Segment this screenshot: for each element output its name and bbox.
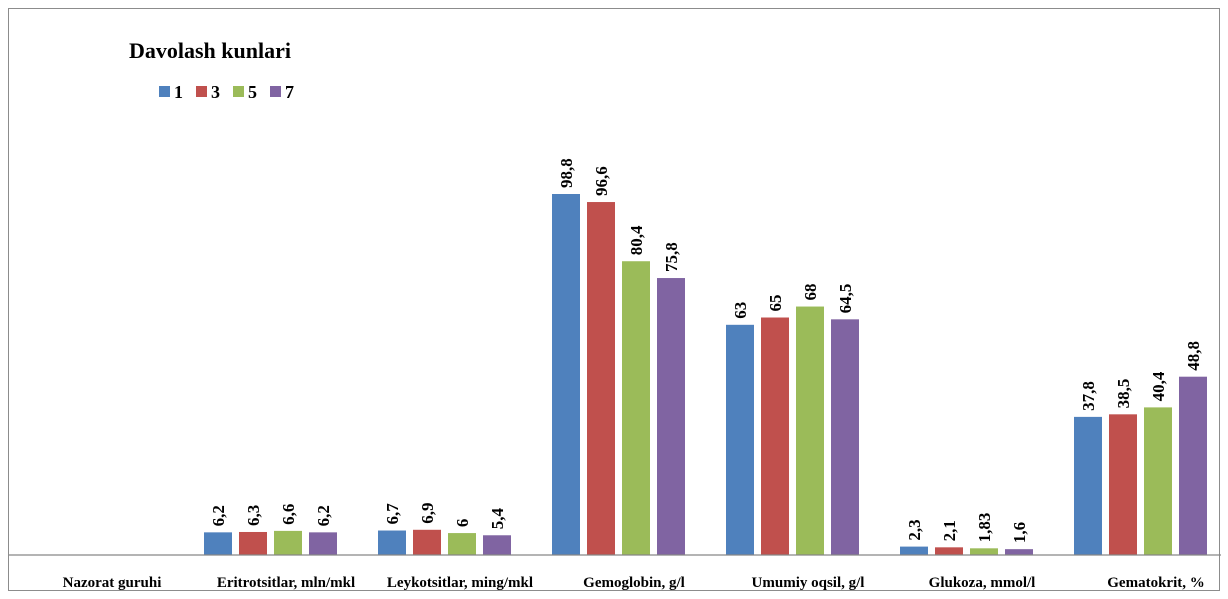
data-label: 6,2 — [314, 505, 333, 526]
category-labels-layer: Nazorat guruhi Eritrotsitlar, mln/mkl Leyk… — [63, 575, 1205, 591]
data-label: 40,4 — [1149, 371, 1168, 401]
legend-entry: 1 — [174, 82, 183, 102]
bar-series-1 — [378, 530, 406, 555]
bar-series-5 — [796, 306, 824, 555]
legend: Davolash kunlari 1 3 5 7 — [129, 38, 294, 102]
bar-series-5 — [970, 548, 998, 555]
bar-series-7 — [1005, 549, 1033, 555]
bar-series-5 — [622, 261, 650, 555]
bar-series-3 — [935, 547, 963, 555]
data-label: 96,6 — [592, 166, 611, 196]
bar-series-7 — [483, 535, 511, 555]
bar-series-1 — [1074, 416, 1102, 555]
legend-swatch-1 — [159, 86, 170, 97]
legend-entry: 3 — [211, 82, 220, 102]
data-label: 6,9 — [418, 503, 437, 524]
bar-series-1 — [552, 194, 580, 555]
bar-series-1 — [204, 532, 232, 555]
category-label: Gematokrit, % — [1107, 575, 1204, 591]
bar-series-3 — [761, 317, 789, 555]
data-label: 80,4 — [627, 225, 646, 255]
data-label: 98,8 — [557, 158, 576, 188]
data-label: 65 — [766, 295, 785, 312]
data-label: 63 — [731, 302, 750, 319]
data-label: 68 — [801, 284, 820, 301]
data-label: 38,5 — [1114, 379, 1133, 409]
bar-series-1 — [900, 546, 928, 555]
data-label: 6,3 — [244, 505, 263, 526]
data-label: 2,1 — [940, 520, 959, 541]
bar-series-1 — [726, 324, 754, 555]
data-label: 6,6 — [279, 504, 298, 525]
data-label: 75,8 — [662, 242, 681, 272]
bar-series-7 — [831, 319, 859, 555]
data-label: 2,3 — [905, 519, 924, 540]
legend-swatch-5 — [233, 86, 244, 97]
data-label: 1,83 — [975, 513, 994, 543]
bar-series-7 — [657, 278, 685, 555]
bars-layer — [204, 194, 1207, 556]
data-label: 6,7 — [383, 503, 402, 525]
data-label: 1,6 — [1010, 522, 1029, 543]
data-label: 48,8 — [1184, 341, 1203, 371]
legend-items: 1 3 5 7 — [159, 82, 294, 102]
data-label: 37,8 — [1079, 381, 1098, 411]
bar-series-3 — [239, 531, 267, 555]
data-label: 64,5 — [836, 284, 855, 314]
category-label: Gemoglobin, g/l — [583, 575, 685, 591]
legend-entry: 5 — [248, 82, 257, 102]
bar-chart: 6,2 6,3 6,6 6,2 6,7 6,9 6 5,4 98,8 96,6 80,4 75,8 63… — [9, 38, 1221, 591]
bar-series-3 — [413, 529, 441, 555]
legend-entry: 7 — [285, 82, 294, 102]
category-label: Umumiy oqsil, g/l — [752, 575, 865, 591]
bar-series-3 — [1109, 414, 1137, 555]
bar-series-5 — [1144, 407, 1172, 555]
bar-series-7 — [309, 532, 337, 555]
bar-series-5 — [448, 533, 476, 555]
category-label: Eritrotsitlar, mln/mkl — [217, 575, 355, 591]
data-labels-layer: 6,2 6,3 6,6 6,2 6,7 6,9 6 5,4 98,8 96,6 80,4 75,8 63… — [209, 158, 1203, 543]
category-label: Glukoza, mmol/l — [929, 575, 1036, 591]
bar-series-5 — [274, 530, 302, 555]
data-label: 6 — [453, 519, 472, 528]
bar-series-7 — [1179, 376, 1207, 555]
legend-swatch-3 — [196, 86, 207, 97]
category-label: Leykotsitlar, ming/mkl — [387, 575, 533, 591]
legend-swatch-7 — [270, 86, 281, 97]
legend-title: Davolash kunlari — [129, 38, 291, 63]
chart-area: 6,2 6,3 6,6 6,2 6,7 6,9 6 5,4 98,8 96,6 80,4 75,8 63… — [8, 8, 1221, 591]
data-label: 5,4 — [488, 508, 507, 530]
category-label: Nazorat guruhi — [63, 575, 162, 591]
data-label: 6,2 — [209, 505, 228, 526]
bar-series-3 — [587, 202, 615, 556]
